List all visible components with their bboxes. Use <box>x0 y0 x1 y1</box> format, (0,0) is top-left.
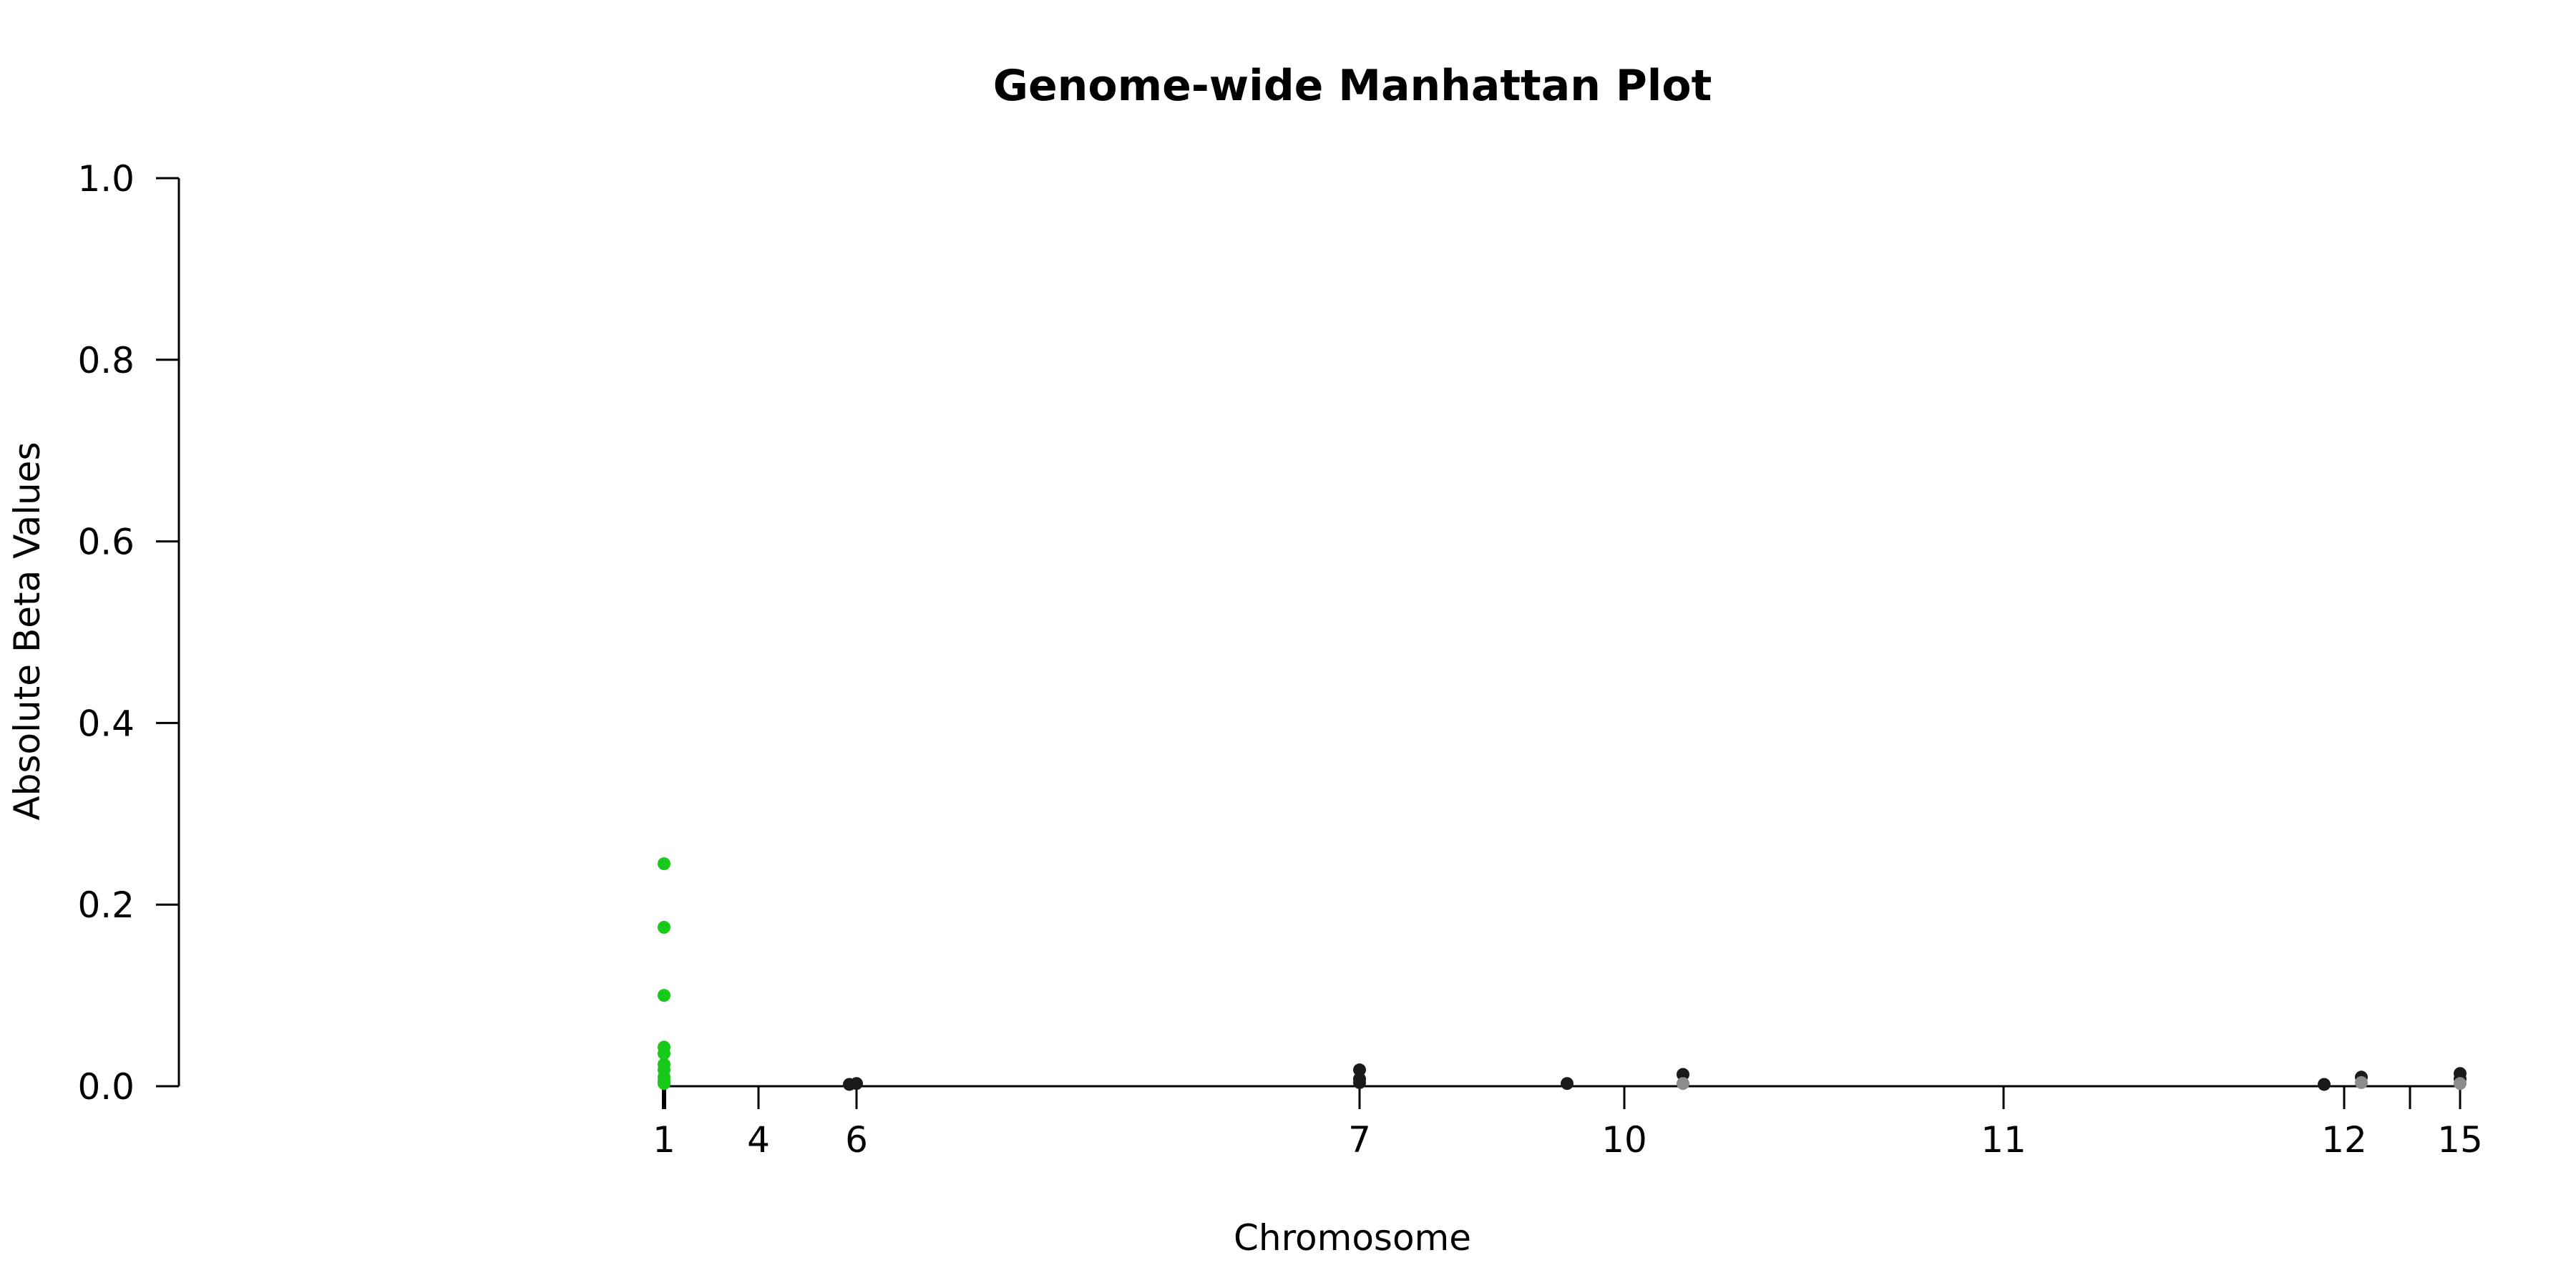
data-point-chr1 <box>658 1077 670 1091</box>
y-axis-label: Absolute Beta Values <box>6 442 48 821</box>
data-point-chr12 <box>2318 1078 2331 1091</box>
data-point-chr1 <box>658 989 670 1002</box>
data-point-chr7 <box>1353 1075 1366 1089</box>
x-tick-label: 12 <box>2321 1119 2367 1161</box>
data-point-chr7 <box>1353 1063 1366 1077</box>
data-point-chr1 <box>658 857 670 871</box>
y-tick-label: 0.0 <box>77 1066 135 1108</box>
data-point-chr9 <box>1561 1077 1574 1091</box>
x-tick-label: 10 <box>1601 1119 1647 1161</box>
data-point-chr1 <box>658 920 670 934</box>
y-tick-label: 0.4 <box>77 703 135 744</box>
data-point-chr6 <box>850 1077 863 1091</box>
y-tick-label: 0.8 <box>77 340 135 381</box>
axes: 0.0 0.2 0.4 0.6 0.8 1.0 1 4 6 7 10 11 12 15 <box>77 158 2482 1161</box>
data-point-chr15 <box>2454 1077 2467 1091</box>
y-tick-label: 0.2 <box>77 884 135 926</box>
data-point-chr1 <box>658 1047 670 1060</box>
x-tick-label: 15 <box>2437 1119 2483 1161</box>
x-axis-label: Chromosome <box>1234 1217 1471 1259</box>
data-point-chr10 <box>1677 1068 1689 1081</box>
x-tick-label: 7 <box>1348 1119 1371 1161</box>
x-tick-label: 6 <box>845 1119 868 1161</box>
x-tick-label: 11 <box>1981 1119 2026 1161</box>
x-tick-label: 1 <box>653 1119 675 1161</box>
data-points <box>658 857 2467 1091</box>
x-tick-label: 4 <box>747 1119 770 1161</box>
data-point-chr12 <box>2355 1075 2368 1089</box>
chart-title: Genome-wide Manhattan Plot <box>993 61 1712 111</box>
y-tick-label: 0.6 <box>77 522 135 563</box>
data-point-chr10 <box>1677 1077 1689 1091</box>
y-tick-label: 1.0 <box>77 158 135 200</box>
